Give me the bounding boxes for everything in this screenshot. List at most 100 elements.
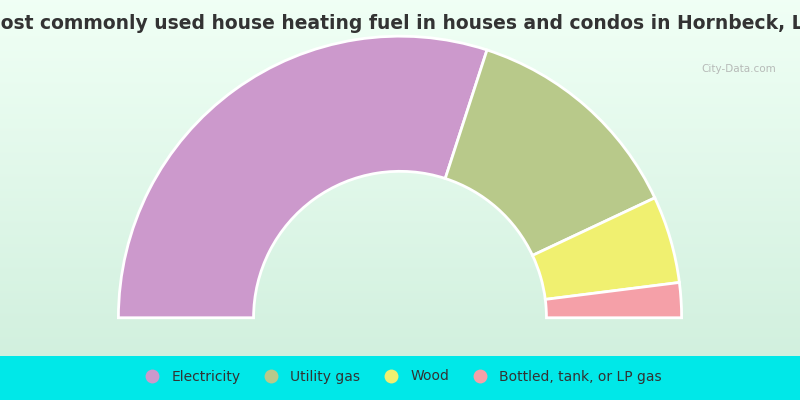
Bar xyxy=(0,329,800,330)
Bar xyxy=(0,30,800,31)
Bar xyxy=(0,1,800,2)
Wedge shape xyxy=(118,36,487,318)
Bar xyxy=(0,220,800,221)
Bar xyxy=(0,256,800,258)
Bar xyxy=(0,305,800,306)
Bar xyxy=(0,38,800,39)
Bar xyxy=(0,60,800,62)
Bar xyxy=(0,174,800,176)
Bar xyxy=(0,108,800,109)
Bar xyxy=(0,133,800,134)
Bar xyxy=(0,240,800,241)
Bar xyxy=(0,126,800,127)
Bar xyxy=(0,62,800,63)
Bar xyxy=(0,345,800,346)
Bar xyxy=(0,180,800,182)
Bar xyxy=(0,258,800,259)
Bar xyxy=(0,32,800,33)
Bar xyxy=(0,116,800,118)
Bar xyxy=(0,17,800,18)
Bar xyxy=(0,317,800,318)
Bar xyxy=(0,98,800,100)
Bar xyxy=(0,267,800,268)
Bar xyxy=(0,22,800,24)
Bar xyxy=(0,293,800,294)
Bar xyxy=(0,95,800,96)
Bar xyxy=(0,212,800,214)
Bar xyxy=(0,154,800,156)
Bar xyxy=(0,324,800,325)
Bar xyxy=(0,268,800,269)
Bar xyxy=(0,21,800,22)
Bar xyxy=(0,151,800,152)
Bar xyxy=(0,48,800,49)
Bar xyxy=(0,281,800,282)
Bar xyxy=(0,247,800,248)
Bar xyxy=(0,7,800,8)
Bar xyxy=(0,0,800,1)
Bar xyxy=(0,64,800,65)
Bar xyxy=(0,56,800,57)
Bar xyxy=(0,50,800,51)
Bar xyxy=(0,37,800,38)
Bar xyxy=(0,44,800,45)
Bar xyxy=(0,349,800,350)
Bar xyxy=(0,261,800,262)
Bar xyxy=(0,274,800,275)
Bar xyxy=(0,288,800,290)
Bar xyxy=(0,132,800,133)
Bar xyxy=(0,6,800,7)
Bar xyxy=(0,82,800,83)
Bar xyxy=(0,159,800,160)
Bar xyxy=(0,338,800,339)
Bar xyxy=(0,182,800,183)
Bar xyxy=(0,119,800,120)
Bar xyxy=(0,112,800,113)
Bar xyxy=(0,307,800,308)
Bar xyxy=(0,124,800,126)
Bar xyxy=(0,74,800,75)
Bar xyxy=(0,320,800,322)
Bar xyxy=(0,43,800,44)
Bar xyxy=(0,33,800,34)
Bar xyxy=(0,157,800,158)
Bar xyxy=(0,96,800,97)
Bar xyxy=(0,198,800,199)
Bar xyxy=(0,189,800,190)
Bar xyxy=(0,296,800,297)
Bar xyxy=(0,249,800,250)
Wedge shape xyxy=(446,50,654,256)
Bar xyxy=(0,86,800,87)
Bar xyxy=(0,243,800,244)
Bar xyxy=(0,196,800,197)
Bar xyxy=(0,197,800,198)
Bar xyxy=(0,282,800,284)
Bar xyxy=(0,39,800,40)
Bar xyxy=(0,109,800,110)
Bar xyxy=(0,348,800,349)
Bar xyxy=(0,311,800,312)
Bar xyxy=(0,51,800,52)
Bar xyxy=(0,18,800,19)
Bar xyxy=(0,331,800,332)
Bar xyxy=(0,179,800,180)
Bar xyxy=(0,114,800,115)
Bar xyxy=(0,224,800,226)
Bar xyxy=(0,139,800,140)
Bar xyxy=(0,42,800,43)
Bar xyxy=(0,124,800,125)
Bar xyxy=(0,80,800,81)
Bar xyxy=(0,237,800,238)
Bar xyxy=(0,153,800,154)
Bar xyxy=(0,65,800,66)
Bar xyxy=(0,176,800,177)
Bar xyxy=(0,71,800,72)
Bar xyxy=(0,97,800,98)
Bar xyxy=(0,200,800,202)
Bar xyxy=(0,57,800,58)
Bar xyxy=(0,183,800,184)
Bar xyxy=(0,203,800,204)
Bar xyxy=(0,46,800,48)
Bar xyxy=(0,4,800,5)
Bar xyxy=(0,12,800,13)
